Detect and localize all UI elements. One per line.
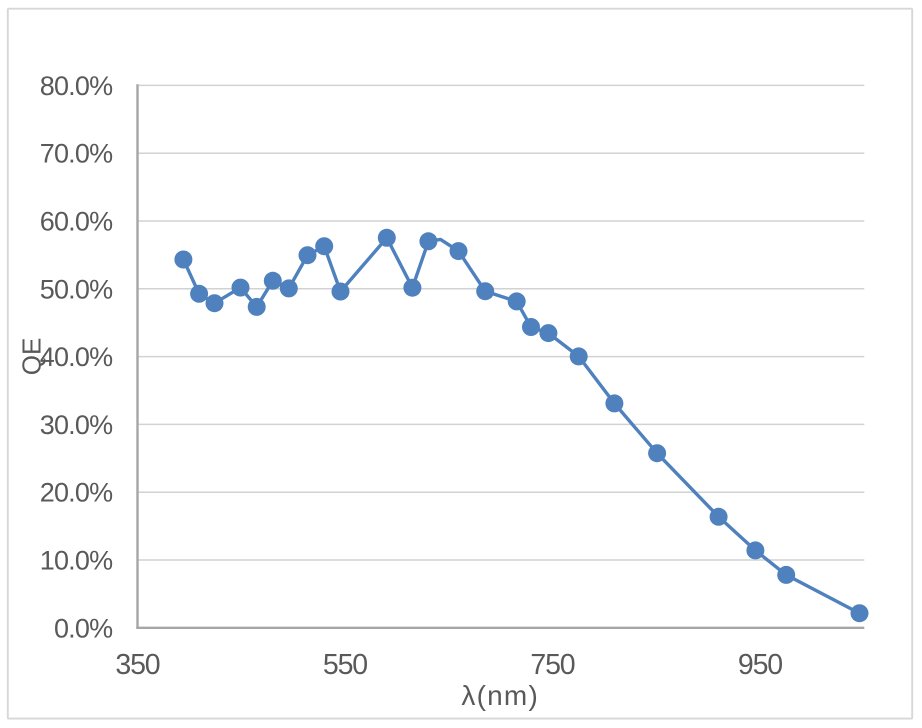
svg-text:350: 350 bbox=[115, 649, 159, 681]
svg-text:30.0%: 30.0% bbox=[40, 410, 113, 440]
svg-text:550: 550 bbox=[323, 649, 367, 681]
svg-text:λ(nm): λ(nm) bbox=[461, 680, 539, 711]
svg-text:60.0%: 60.0% bbox=[40, 207, 113, 237]
svg-text:950: 950 bbox=[738, 649, 782, 681]
svg-text:20.0%: 20.0% bbox=[40, 478, 113, 508]
svg-text:0.0%: 0.0% bbox=[54, 613, 113, 643]
svg-text:750: 750 bbox=[530, 649, 574, 681]
svg-text:10.0%: 10.0% bbox=[40, 546, 113, 576]
svg-text:QE: QE bbox=[17, 338, 47, 376]
svg-text:70.0%: 70.0% bbox=[40, 139, 113, 169]
svg-text:40.0%: 40.0% bbox=[40, 342, 113, 372]
svg-text:50.0%: 50.0% bbox=[40, 274, 113, 304]
svg-text:80.0%: 80.0% bbox=[40, 71, 113, 101]
